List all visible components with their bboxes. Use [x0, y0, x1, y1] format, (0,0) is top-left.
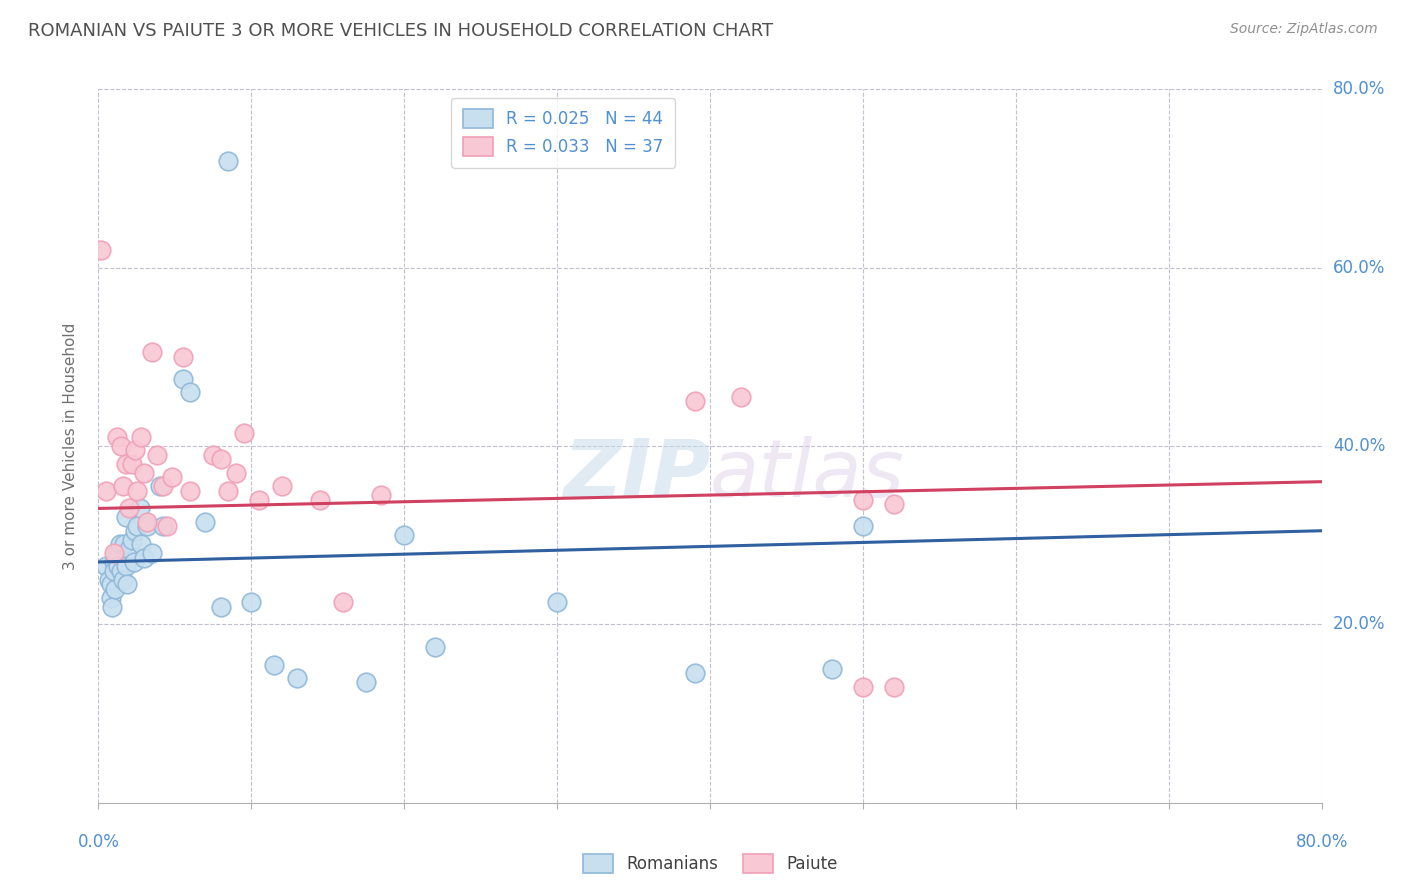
Point	[270, 479, 292, 493]
Point	[354, 675, 377, 690]
Point	[423, 640, 446, 654]
Point	[546, 595, 568, 609]
Point	[883, 680, 905, 694]
Point	[94, 559, 117, 574]
Point	[118, 501, 141, 516]
Point	[124, 443, 146, 458]
Point	[145, 448, 167, 462]
Point	[240, 595, 263, 609]
Point	[152, 479, 174, 493]
Point	[115, 510, 138, 524]
Point	[172, 372, 194, 386]
Text: ROMANIAN VS PAIUTE 3 OR MORE VEHICLES IN HOUSEHOLD CORRELATION CHART: ROMANIAN VS PAIUTE 3 OR MORE VEHICLES IN…	[28, 22, 773, 40]
Point	[121, 457, 143, 471]
Point	[730, 390, 752, 404]
Text: ZIP: ZIP	[562, 435, 710, 514]
Point	[115, 559, 138, 574]
Point	[160, 470, 183, 484]
Text: Source: ZipAtlas.com: Source: ZipAtlas.com	[1230, 22, 1378, 37]
Point	[217, 483, 239, 498]
Point	[129, 430, 152, 444]
Point	[125, 483, 148, 498]
Point	[152, 519, 174, 533]
Point	[852, 492, 875, 507]
Point	[124, 524, 146, 538]
Point	[104, 582, 127, 596]
Point	[852, 519, 875, 533]
Point	[149, 479, 172, 493]
Point	[108, 537, 131, 551]
Point	[121, 533, 143, 547]
Point	[179, 483, 201, 498]
Point	[90, 243, 112, 257]
Point	[202, 448, 225, 462]
Point	[134, 466, 156, 480]
Point	[141, 345, 163, 359]
Point	[110, 564, 132, 578]
Text: atlas: atlas	[710, 435, 905, 514]
Point	[883, 497, 905, 511]
Point	[209, 599, 232, 614]
Point	[172, 350, 194, 364]
Point	[821, 662, 844, 676]
Point	[103, 564, 125, 578]
Text: 40.0%: 40.0%	[1333, 437, 1385, 455]
Point	[103, 555, 125, 569]
Point	[105, 546, 128, 560]
Point	[209, 452, 232, 467]
Point	[134, 550, 156, 565]
Point	[122, 555, 145, 569]
Point	[179, 385, 201, 400]
Point	[129, 537, 152, 551]
Point	[332, 595, 354, 609]
Point	[136, 519, 159, 533]
Point	[156, 519, 179, 533]
Point	[683, 394, 706, 409]
Point	[225, 466, 247, 480]
Point	[118, 541, 141, 556]
Point	[263, 657, 285, 672]
Point	[392, 528, 416, 542]
Point	[101, 599, 124, 614]
Point	[852, 680, 875, 694]
Point	[100, 591, 122, 605]
Point	[217, 153, 239, 168]
Point	[136, 515, 159, 529]
Point	[285, 671, 308, 685]
Text: 60.0%: 60.0%	[1333, 259, 1385, 277]
Point	[117, 577, 139, 591]
Point	[98, 573, 121, 587]
Text: 20.0%: 20.0%	[1333, 615, 1385, 633]
Point	[112, 537, 135, 551]
Point	[110, 439, 132, 453]
Point	[370, 488, 392, 502]
Point	[683, 666, 706, 681]
Text: 80.0%: 80.0%	[1295, 833, 1348, 851]
Point	[141, 546, 163, 560]
Point	[105, 430, 128, 444]
Point	[125, 519, 148, 533]
Point	[232, 425, 254, 440]
Point	[128, 501, 150, 516]
Point	[94, 483, 117, 498]
Y-axis label: 3 or more Vehicles in Household: 3 or more Vehicles in Household	[63, 322, 77, 570]
Point	[115, 457, 138, 471]
Point	[194, 515, 217, 529]
Point	[103, 546, 125, 560]
Point	[100, 577, 122, 591]
Point	[247, 492, 270, 507]
Point	[309, 492, 332, 507]
Point	[107, 559, 129, 574]
Text: 0.0%: 0.0%	[77, 833, 120, 851]
Point	[111, 573, 134, 587]
Text: 80.0%: 80.0%	[1333, 80, 1385, 98]
Point	[111, 479, 134, 493]
Legend: Romanians, Paiute: Romanians, Paiute	[576, 847, 844, 880]
